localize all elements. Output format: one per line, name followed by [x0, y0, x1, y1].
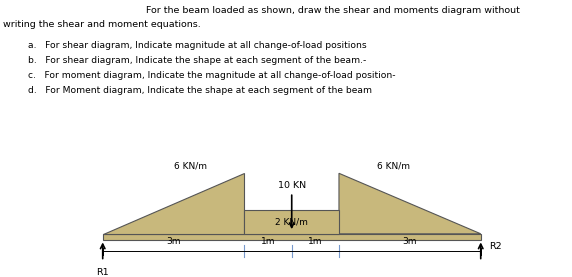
Text: a.   For shear diagram, Indicate magnitude at all change-of-load positions: a. For shear diagram, Indicate magnitude…	[28, 41, 367, 50]
Polygon shape	[103, 173, 244, 234]
Text: d.   For Moment diagram, Indicate the shape at each segment of the beam: d. For Moment diagram, Indicate the shap…	[28, 86, 372, 95]
Text: R2: R2	[489, 242, 502, 251]
Polygon shape	[244, 210, 339, 234]
Text: 6 KN/m: 6 KN/m	[377, 162, 410, 171]
Polygon shape	[339, 173, 480, 234]
Text: 3m: 3m	[403, 237, 417, 246]
Text: writing the shear and moment equations.: writing the shear and moment equations.	[3, 20, 201, 29]
Text: 1m: 1m	[261, 237, 275, 246]
Text: 6 KN/m: 6 KN/m	[174, 162, 206, 171]
Text: c.   For moment diagram, Indicate the magnitude at all change-of-load position-: c. For moment diagram, Indicate the magn…	[28, 71, 395, 80]
Polygon shape	[103, 234, 480, 240]
Text: R1: R1	[97, 268, 109, 277]
Text: For the beam loaded as shown, draw the shear and moments diagram without: For the beam loaded as shown, draw the s…	[146, 6, 520, 15]
Text: 2 KN/m: 2 KN/m	[275, 217, 308, 226]
Text: 1m: 1m	[308, 237, 323, 246]
Text: 10 KN: 10 KN	[277, 181, 306, 190]
Text: b.   For shear diagram, Indicate the shape at each segment of the beam.-: b. For shear diagram, Indicate the shape…	[28, 56, 366, 65]
Text: 3m: 3m	[166, 237, 181, 246]
